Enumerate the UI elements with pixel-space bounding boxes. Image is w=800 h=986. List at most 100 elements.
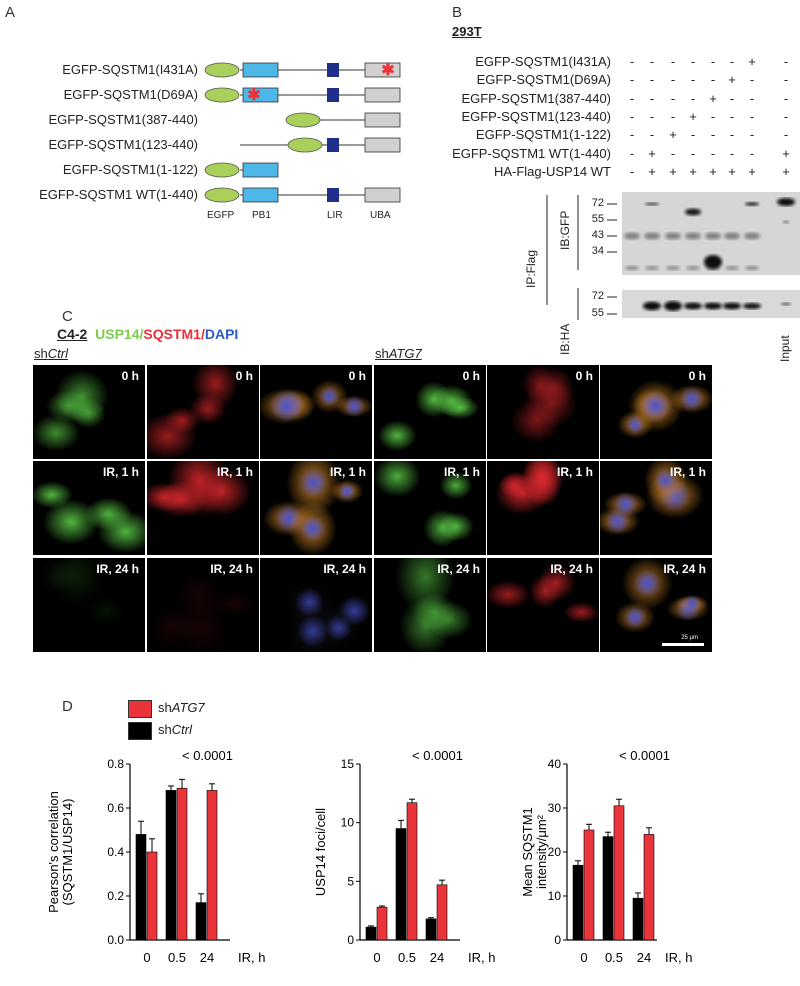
lane-sign: - — [710, 54, 716, 69]
lane-sign: - — [749, 72, 755, 88]
background-band — [625, 265, 639, 271]
egfp-domain — [204, 162, 240, 178]
egfp-domain — [204, 187, 240, 203]
mw-marker: 34 — [591, 245, 604, 257]
bar-shCtrl — [165, 790, 177, 941]
cell-line-c42: C4-2 — [57, 326, 88, 342]
stain-usp14: USP14 — [95, 326, 140, 342]
egfp-domain — [285, 112, 321, 128]
timepoint-label: IR, 1 h — [443, 465, 480, 479]
x-axis-label: IR, h — [468, 950, 495, 965]
uba-domain — [364, 137, 401, 153]
background-band — [724, 232, 740, 240]
construct-label: EGFP-SQSTM1(I431A) — [62, 62, 198, 77]
micrograph: IR, 1 h — [600, 461, 712, 555]
lane-sign: - — [749, 145, 755, 161]
bar-shATG7 — [176, 787, 188, 941]
lane-sign: + — [689, 163, 697, 179]
construct-diagram — [204, 187, 401, 203]
lane-sign: + — [782, 163, 790, 179]
timepoint-label: IR, 1 h — [329, 465, 366, 479]
domain-label: PB1 — [252, 210, 271, 221]
legend-label: shATG7 — [158, 700, 205, 715]
lane-sign: - — [690, 145, 696, 161]
micrograph: 0 h — [147, 365, 259, 459]
lane-sign: - — [649, 108, 655, 124]
y-axis-label: Pearson's correlation — [46, 791, 61, 913]
background-band — [745, 265, 759, 271]
lane-sign: - — [710, 127, 716, 143]
background-band — [624, 232, 640, 240]
micrograph: 0 h — [374, 365, 486, 459]
micrograph: IR, 24 h — [260, 558, 372, 652]
micrograph: 0 h — [487, 365, 599, 459]
y-axis-label: USP14 foci/cell — [313, 808, 328, 896]
gfp-band — [704, 255, 722, 269]
egfp-domain — [287, 137, 323, 153]
timepoint-label: IR, 1 h — [216, 465, 253, 479]
micrograph: 0 h — [600, 365, 712, 459]
stain-sqstm1: SQSTM1 — [143, 326, 201, 342]
timepoint-label: IR, 1 h — [669, 465, 706, 479]
pb1-domain — [242, 162, 279, 178]
gfp-band — [745, 202, 759, 206]
micrograph: 0 h — [33, 365, 145, 459]
lane-sign: - — [649, 54, 655, 69]
mw-marker: 72 — [591, 197, 604, 209]
lane-sign: - — [690, 127, 696, 143]
mw-marker: 72 — [591, 290, 604, 302]
y-tick-label: 10 — [341, 816, 355, 830]
y-tick-label: 0.8 — [107, 757, 124, 771]
x-tick-label: 24 — [637, 950, 651, 965]
lane-sign: - — [629, 108, 635, 124]
x-tick-label: 0 — [580, 950, 587, 965]
ha-band — [643, 301, 661, 311]
bar-shATG7 — [406, 802, 418, 941]
lane-sign: + — [689, 108, 697, 124]
ha-band — [684, 302, 702, 310]
lane-sign: - — [710, 72, 716, 88]
panel-d-label: D — [62, 698, 73, 715]
domain-label: UBA — [370, 210, 391, 221]
prefix: sh — [375, 346, 389, 361]
uba-domain — [364, 62, 401, 78]
y-tick-label: 0.6 — [107, 801, 124, 815]
bar-shCtrl — [602, 836, 614, 941]
chart-1: 0.0 0.2 0.4 0.6 0.8 0 0.5 24 IR, h < 0.0001 Pearso… — [46, 748, 265, 965]
egfp-domain — [204, 62, 240, 78]
lir-domain — [327, 138, 339, 152]
construct-diagram — [204, 162, 279, 178]
lane-sign: + — [728, 72, 736, 88]
egfp-domain — [204, 87, 240, 103]
micrograph: IR, 1 h — [33, 461, 145, 555]
group-shatg7: shATG7 — [375, 346, 422, 361]
background-band — [645, 265, 659, 271]
mutation-star-icon: ✱ — [381, 62, 394, 79]
lane-sign: - — [670, 72, 676, 88]
lane-sign: - — [729, 108, 735, 124]
background-band — [685, 232, 701, 240]
bar-shATG7 — [436, 884, 448, 941]
construct-label: EGFP-SQSTM1(1-122) — [62, 162, 198, 177]
lane-sign: - — [649, 127, 655, 143]
mw-marker: 43 — [591, 229, 604, 241]
micrograph: 0 h — [260, 365, 372, 459]
lane-sign: - — [670, 54, 676, 69]
scale-bar — [662, 643, 704, 646]
bar-shATG7 — [643, 834, 655, 941]
lane-sign: - — [649, 90, 655, 106]
bar-shATG7 — [376, 906, 388, 941]
timepoint-label: IR, 24 h — [323, 562, 366, 576]
timepoint-label: IR, 24 h — [96, 562, 139, 576]
lane-sign: + — [748, 163, 756, 179]
micrograph: IR, 24 h — [33, 558, 145, 652]
y-tick-label: 0.4 — [107, 845, 124, 859]
group-shctrl: shCtrl — [34, 346, 68, 361]
input-label: Input — [778, 335, 792, 362]
y-tick-label: 20 — [548, 845, 562, 859]
lane-sign: - — [629, 54, 635, 69]
lane-sign: + — [669, 163, 677, 179]
x-axis-label: IR, h — [665, 950, 692, 965]
gene: ATG7 — [388, 346, 422, 361]
lane-sign: - — [749, 108, 755, 124]
